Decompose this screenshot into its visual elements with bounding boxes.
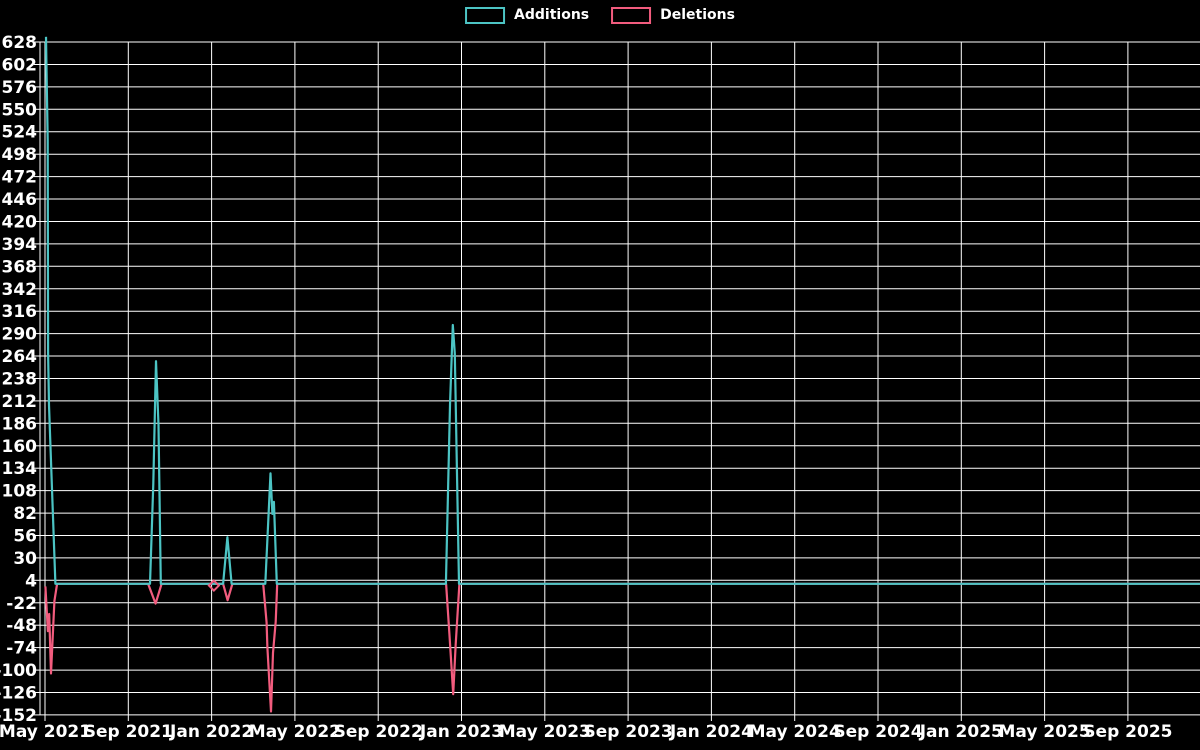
series-lines bbox=[44, 36, 1200, 713]
deletions-swatch-icon bbox=[611, 7, 652, 24]
svg-text:160: 160 bbox=[2, 437, 38, 457]
svg-text:602: 602 bbox=[2, 56, 38, 76]
deletions-point-marker bbox=[207, 579, 221, 592]
svg-text:134: 134 bbox=[2, 459, 38, 479]
svg-text:Sep 2024: Sep 2024 bbox=[833, 722, 922, 742]
svg-text:4: 4 bbox=[25, 571, 37, 591]
svg-text:May 2021: May 2021 bbox=[0, 722, 91, 742]
svg-text:May 2025: May 2025 bbox=[999, 722, 1091, 742]
svg-text:May 2024: May 2024 bbox=[749, 722, 841, 742]
svg-text:Sep 2025: Sep 2025 bbox=[1083, 722, 1172, 742]
svg-text:498: 498 bbox=[2, 145, 38, 165]
svg-text:Jan 2024: Jan 2024 bbox=[669, 722, 753, 742]
svg-text:628: 628 bbox=[2, 33, 38, 53]
legend-label-additions: Additions bbox=[514, 7, 590, 23]
svg-text:212: 212 bbox=[2, 392, 38, 412]
svg-text:Sep 2022: Sep 2022 bbox=[334, 722, 423, 742]
gridlines bbox=[34, 41, 1200, 721]
additions-swatch-icon bbox=[465, 7, 506, 24]
svg-text:82: 82 bbox=[13, 504, 37, 524]
svg-text:-152: -152 bbox=[0, 706, 37, 726]
svg-text:56: 56 bbox=[13, 527, 37, 547]
svg-text:Jan 2023: Jan 2023 bbox=[419, 722, 503, 742]
legend-item-additions: Additions bbox=[465, 7, 589, 24]
svg-text:-22: -22 bbox=[6, 594, 37, 614]
svg-text:Jan 2022: Jan 2022 bbox=[169, 722, 253, 742]
svg-text:290: 290 bbox=[2, 325, 38, 345]
legend-item-deletions: Deletions bbox=[611, 7, 735, 24]
svg-text:342: 342 bbox=[2, 280, 38, 300]
additions-line bbox=[44, 36, 1200, 585]
legend-label-deletions: Deletions bbox=[660, 7, 735, 23]
svg-text:108: 108 bbox=[2, 482, 38, 502]
svg-text:May 2023: May 2023 bbox=[499, 722, 591, 742]
svg-text:30: 30 bbox=[13, 549, 37, 569]
svg-text:-126: -126 bbox=[0, 684, 37, 704]
svg-text:Jan 2025: Jan 2025 bbox=[919, 722, 1003, 742]
svg-text:472: 472 bbox=[2, 168, 38, 188]
svg-text:524: 524 bbox=[2, 123, 38, 143]
svg-text:May 2022: May 2022 bbox=[249, 722, 341, 742]
svg-text:186: 186 bbox=[2, 414, 38, 434]
svg-text:Sep 2021: Sep 2021 bbox=[84, 722, 173, 742]
svg-text:316: 316 bbox=[2, 302, 38, 322]
svg-text:-100: -100 bbox=[0, 661, 37, 681]
svg-text:264: 264 bbox=[2, 347, 38, 367]
svg-text:-48: -48 bbox=[6, 616, 37, 636]
svg-text:Sep 2023: Sep 2023 bbox=[584, 722, 673, 742]
svg-text:-74: -74 bbox=[6, 639, 37, 659]
svg-text:446: 446 bbox=[2, 190, 38, 210]
series-markers bbox=[207, 579, 221, 592]
svg-text:368: 368 bbox=[2, 257, 38, 277]
svg-text:550: 550 bbox=[2, 100, 38, 120]
svg-text:420: 420 bbox=[2, 213, 38, 233]
svg-text:238: 238 bbox=[2, 370, 38, 390]
chart-legend: Additions Deletions bbox=[465, 7, 735, 24]
svg-text:394: 394 bbox=[2, 235, 38, 255]
svg-text:576: 576 bbox=[2, 78, 38, 98]
